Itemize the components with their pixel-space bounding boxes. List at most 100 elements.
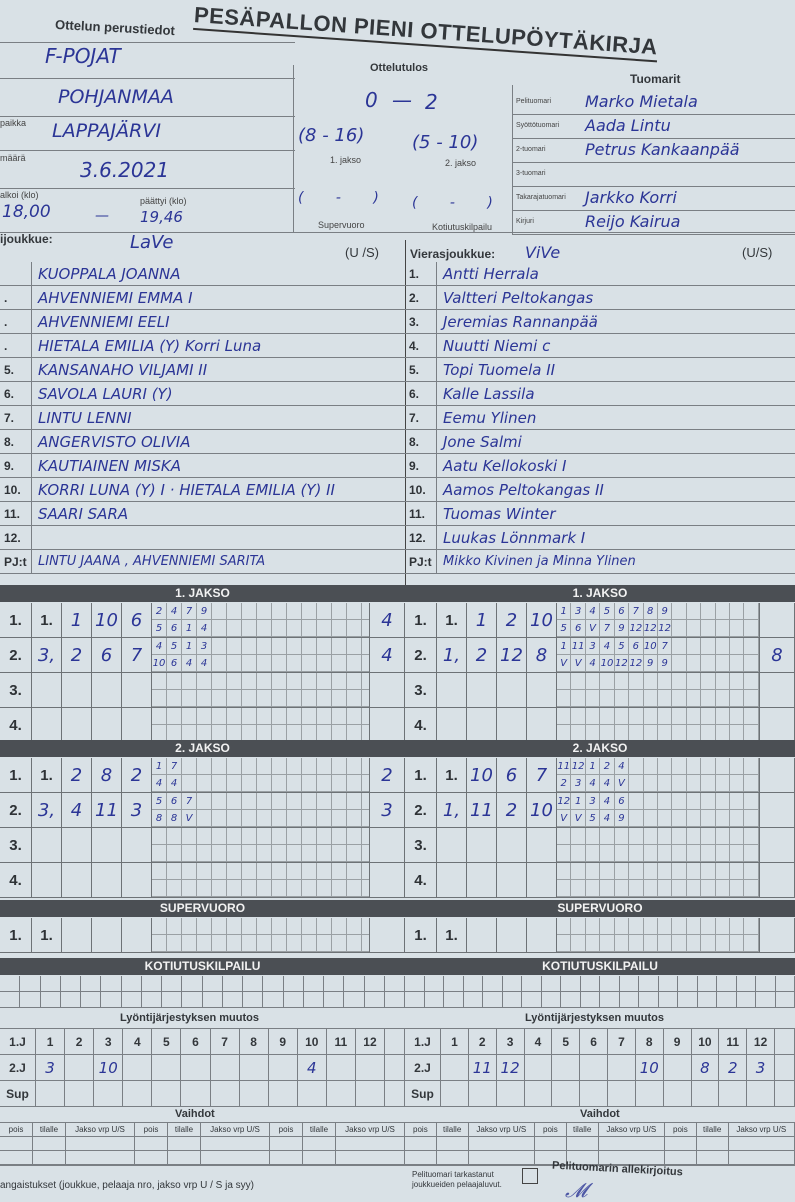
runs-cell[interactable] [317,603,332,619]
runs-cell[interactable] [701,845,715,861]
runs-cell[interactable] [629,880,643,896]
substitution-cell[interactable] [469,1151,535,1165]
runs-cell[interactable] [182,708,197,724]
runs-cell[interactable] [615,935,629,951]
runs-cell[interactable] [287,758,302,774]
runs-cell[interactable] [317,638,332,654]
runs-cell[interactable] [182,725,197,741]
runs-cell[interactable] [672,638,686,654]
inning-total[interactable] [760,863,795,897]
runs-cell[interactable] [242,863,257,879]
runs-cell[interactable] [212,863,227,879]
order-change-cell[interactable] [181,1055,210,1081]
runs-cell[interactable]: 1 [557,603,571,619]
runs-cell[interactable] [687,758,701,774]
runs-cell[interactable] [317,863,332,879]
runs-cell[interactable] [716,673,730,689]
runs-cell[interactable] [242,828,257,844]
contest-cell[interactable] [304,976,324,992]
runs-cell[interactable] [687,603,701,619]
runs-cell[interactable] [687,673,701,689]
runs-cell[interactable] [332,828,347,844]
order-change-cell[interactable] [123,1081,152,1107]
runs-cell[interactable]: V [557,655,571,671]
runs-cell[interactable]: 9 [644,655,658,671]
runs-cell[interactable] [716,690,730,706]
runs-cell[interactable] [332,708,347,724]
runs-cell[interactable]: 12 [571,758,585,774]
runs-cell[interactable] [332,758,347,774]
runs-cell[interactable]: 12 [557,793,571,809]
runs-cell[interactable] [317,620,332,636]
runs-cell[interactable] [332,918,347,934]
runs-cell[interactable]: V [586,620,600,636]
batter-cell[interactable] [122,673,152,707]
batter-cell[interactable]: 3 [122,793,152,827]
contest-cell[interactable] [581,976,601,992]
batter-cell[interactable]: 2 [497,603,527,637]
runs-cell[interactable] [167,708,182,724]
batter-cell[interactable] [92,708,122,742]
contest-cell[interactable] [122,992,142,1008]
substitution-cell[interactable] [729,1137,795,1151]
runs-cell[interactable] [272,673,287,689]
substitution-cell[interactable] [535,1137,567,1151]
inning-total[interactable] [370,918,405,952]
runs-cell[interactable] [182,758,197,774]
runs-cell[interactable]: 6 [615,793,629,809]
runs-cell[interactable]: 3 [197,638,212,654]
runs-cell[interactable]: 8 [644,603,658,619]
runs-cell[interactable] [730,620,744,636]
runs-cell[interactable] [730,828,744,844]
order-change-cell[interactable] [692,1081,720,1107]
runs-cell[interactable]: 6 [167,793,182,809]
runs-cell[interactable]: 12 [629,655,643,671]
runs-cell[interactable] [272,935,287,951]
contest-cell[interactable] [324,992,344,1008]
runs-cell[interactable] [242,880,257,896]
runs-cell[interactable]: 1 [182,638,197,654]
runs-cell[interactable] [644,880,658,896]
runs-cell[interactable] [658,863,672,879]
order-change-cell[interactable] [552,1081,580,1107]
runs-cell[interactable] [701,863,715,879]
runs-cell[interactable] [644,793,658,809]
substitution-cell[interactable] [135,1137,168,1151]
runs-cell[interactable] [272,655,287,671]
runs-cell[interactable] [600,918,614,934]
runs-cell[interactable] [212,918,227,934]
runs-cell[interactable] [629,918,643,934]
contest-cell[interactable] [182,976,202,992]
contest-cell[interactable] [464,976,484,992]
substitution-cell[interactable] [469,1137,535,1151]
contest-cell[interactable] [263,992,283,1008]
inning-total[interactable]: 4 [370,603,405,637]
runs-cell[interactable] [615,845,629,861]
batter-cell[interactable] [497,918,527,952]
runs-cell[interactable] [272,828,287,844]
runs-cell[interactable]: 1 [152,758,167,774]
runs-cell[interactable] [167,673,182,689]
runs-cell[interactable] [687,810,701,826]
runs-cell[interactable] [644,690,658,706]
runs-cell[interactable]: 4 [600,793,614,809]
runs-cell[interactable] [212,673,227,689]
batter-cell[interactable]: 1. [32,758,62,792]
runs-cell[interactable] [615,863,629,879]
runs-cell[interactable] [701,638,715,654]
batter-cell[interactable]: 10 [467,758,497,792]
order-change-cell[interactable] [525,1081,553,1107]
contest-cell[interactable] [483,976,503,992]
runs-cell[interactable] [167,935,182,951]
runs-cell[interactable] [586,918,600,934]
batter-cell[interactable] [122,863,152,897]
runs-cell[interactable] [716,775,730,791]
contest-cell[interactable] [503,992,523,1008]
runs-cell[interactable] [317,673,332,689]
batter-cell[interactable] [527,863,557,897]
runs-cell[interactable] [347,758,362,774]
runs-cell[interactable] [586,690,600,706]
runs-cell[interactable] [571,725,585,741]
runs-cell[interactable] [658,810,672,826]
runs-cell[interactable] [257,690,272,706]
